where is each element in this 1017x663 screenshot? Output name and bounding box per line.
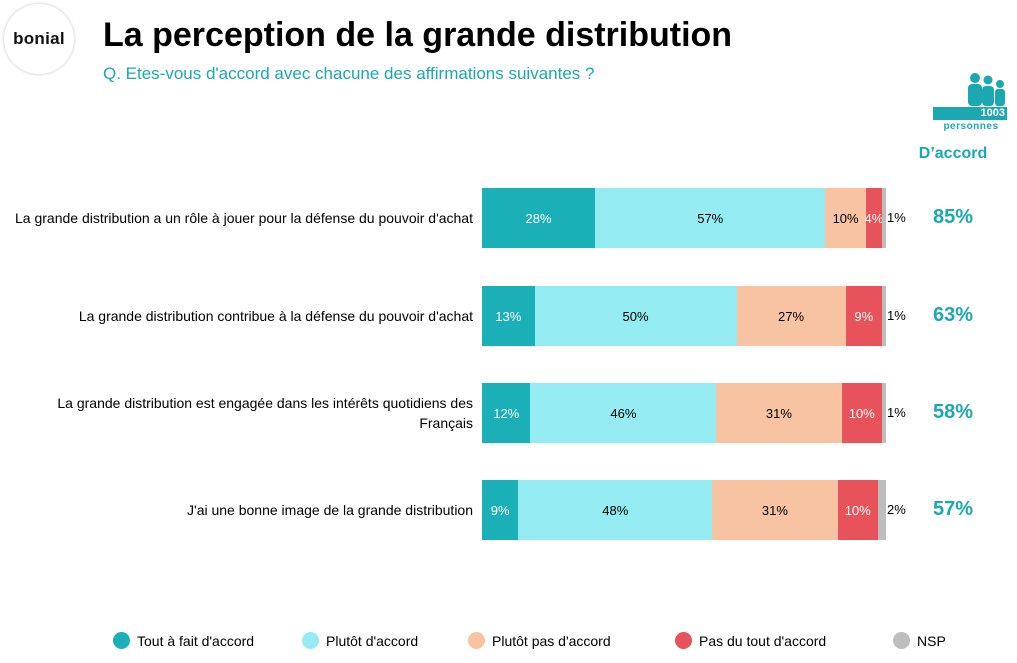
bar-segment: 31% [716, 383, 842, 443]
segment-value-label: 28% [525, 210, 552, 226]
legend-item: Plutôt pas d'accord [468, 632, 611, 649]
segment-value-label: 50% [622, 308, 649, 324]
sample-count: 1003 [933, 107, 1007, 120]
bar-segment: 28% [482, 188, 596, 248]
legend-label: Tout à fait d'accord [137, 632, 255, 649]
legend-swatch [302, 632, 319, 649]
legend-item: NSP [893, 632, 946, 649]
nsp-value-label: 2% [887, 502, 906, 517]
bar-segment [877, 480, 886, 540]
bar-segment: 31% [712, 480, 838, 540]
stacked-bar: 9% 48% 31% 10% [482, 480, 886, 540]
bar-segment: 50% [534, 286, 737, 346]
stacked-bar: 13% 50% 27% 9% [482, 286, 886, 346]
bar-segment: 9% [845, 286, 882, 346]
bar-segment: 10% [841, 383, 882, 443]
legend-item: Pas du tout d'accord [675, 632, 826, 649]
bar-segment [881, 188, 886, 248]
logo-text: bonial [13, 29, 65, 48]
segment-value-label: 31% [765, 405, 792, 421]
segment-value-label: 10% [848, 405, 875, 421]
legend-swatch [468, 632, 485, 649]
legend-swatch [113, 632, 130, 649]
stacked-bar: 12% 46% 31% 10% [482, 383, 886, 443]
legend-item: Plutôt d'accord [302, 632, 418, 649]
nsp-value-label: 1% [887, 405, 906, 420]
row-label: La grande distribution a un rôle à jouer… [15, 210, 473, 226]
bar-segment: 10% [837, 480, 878, 540]
segment-value-label: 31% [761, 502, 788, 518]
page-title: La perception de la grande distribution [103, 16, 733, 54]
segment-value-label: 12% [493, 405, 520, 421]
segment-value-label: 27% [778, 308, 805, 324]
nsp-value-label: 1% [887, 210, 906, 225]
page-subtitle: Q. Etes-vous d'accord avec chacune des a… [103, 64, 595, 83]
stacked-bar: 28% 57% 10% 4% [482, 188, 886, 248]
bar-segment: 48% [518, 480, 713, 540]
segment-value-label: 13% [495, 308, 522, 324]
sample-label: personnes [943, 121, 999, 132]
bar-segment: 4% [864, 188, 884, 248]
agree-total-value: 63% [932, 304, 974, 326]
agree-total-value: 58% [932, 401, 974, 423]
bar-segment: 46% [530, 383, 717, 443]
row-label: La grande distribution contribue à la dé… [78, 308, 473, 324]
bar-segment: 12% [482, 383, 531, 443]
segment-value-label: 9% [490, 502, 510, 518]
segment-value-label: 4% [864, 210, 884, 226]
agree-column-header: D’accord [918, 145, 988, 162]
bar-segment: 9% [482, 480, 519, 540]
legend-swatch [675, 632, 692, 649]
row-label: J'ai une bonne image de la grande distri… [187, 502, 473, 518]
legend-item: Tout à fait d'accord [113, 632, 254, 649]
bar-segment: 13% [482, 286, 535, 346]
nsp-value-label: 1% [887, 308, 906, 323]
bar-segment [881, 383, 886, 443]
segment-value-label: 10% [832, 210, 859, 226]
people-icon [968, 73, 1005, 106]
segment-value-label: 10% [844, 502, 871, 518]
bonial-logo: bonial [4, 4, 74, 74]
legend-swatch [893, 632, 910, 649]
row-label: La grande distribution est engagée dans … [57, 395, 473, 431]
legend-label: Plutôt d'accord [326, 632, 419, 649]
bar-segment: 10% [825, 188, 866, 248]
agree-total-value: 85% [932, 206, 974, 228]
segment-value-label: 46% [610, 405, 637, 421]
segment-value-label: 57% [697, 210, 724, 226]
bar-segment: 27% [736, 286, 846, 346]
legend-label: Plutôt pas d'accord [492, 632, 611, 649]
bar-segment: 57% [595, 188, 826, 248]
segment-value-label: 9% [854, 308, 874, 324]
segment-value-label: 48% [602, 502, 629, 518]
legend-label: NSP [917, 632, 946, 649]
bar-segment [881, 286, 886, 346]
agree-total-value: 57% [932, 498, 974, 520]
legend-label: Pas du tout d'accord [699, 632, 827, 649]
